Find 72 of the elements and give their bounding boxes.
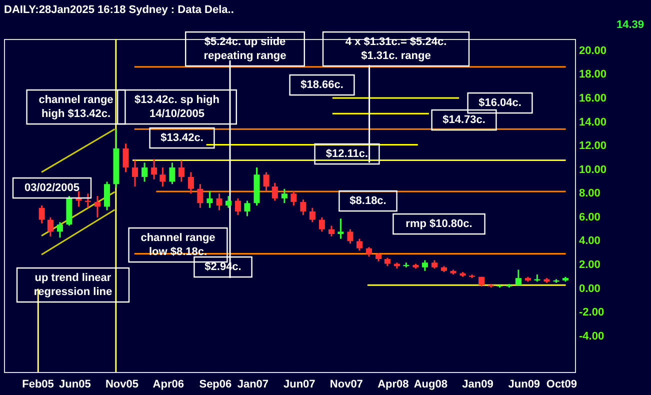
candlestick <box>234 198 241 216</box>
annotation: channel range high $13.42c. <box>38 94 114 120</box>
candlestick <box>132 160 138 188</box>
candlestick <box>94 195 100 218</box>
candlestick <box>318 216 325 232</box>
candlestick <box>206 190 213 209</box>
candlestick <box>84 192 91 209</box>
annotation: rmp $10.80c. <box>406 218 472 230</box>
y-tick-label: 8.00 <box>579 188 600 200</box>
y-tick-label: 18.00 <box>579 68 607 81</box>
x-tick-label: Jun09 <box>508 378 540 390</box>
candlestick <box>47 216 54 238</box>
candlestick <box>56 221 63 238</box>
candlestick <box>151 158 158 180</box>
y-tick-label: -2.00 <box>579 306 604 319</box>
candlestick <box>142 162 148 182</box>
candlestick <box>366 246 372 258</box>
y-tick-label: 0.00 <box>579 282 600 295</box>
candlestick <box>216 192 222 212</box>
candlestick <box>160 166 166 188</box>
candlestick <box>244 200 250 217</box>
y-tick-label: 20.00 <box>579 44 607 57</box>
candlestick <box>197 183 204 209</box>
candlestick <box>169 162 176 185</box>
annotation: $12.11c. <box>326 148 368 160</box>
x-tick-label: Jun05 <box>59 378 91 390</box>
x-tick-label: Sep06 <box>199 378 232 390</box>
chart-title: DAILY:28Jan2025 16:18 Sydney : Data Dela.. <box>4 4 234 16</box>
candlestick <box>356 238 362 252</box>
x-tick-label: Jun07 <box>283 378 316 390</box>
annotation: 03/02/2005 <box>24 182 80 194</box>
y-tick-label: 4.00 <box>579 235 600 248</box>
x-tick-label: Nov05 <box>105 378 138 390</box>
y-tick-label: 10.00 <box>579 164 607 176</box>
x-tick-label: Nov07 <box>330 378 363 390</box>
candlestick <box>309 207 316 223</box>
candlestick <box>272 182 278 202</box>
candlestick <box>338 218 344 240</box>
x-tick-label: Apr08 <box>378 378 409 390</box>
y-tick-label: 2.00 <box>579 258 600 271</box>
y-tick-label: 14.00 <box>579 116 607 128</box>
annotation: $14.73c. <box>442 114 486 126</box>
annotation: $16.04c. <box>478 97 522 109</box>
annotation: $18.66c. <box>300 79 344 91</box>
y-tick-label: -4.00 <box>579 330 604 342</box>
candlestick <box>38 204 45 224</box>
candlestick <box>263 171 270 192</box>
candlestick <box>225 195 232 209</box>
annotation: $13.42c. sp high 14/10/2005 <box>134 94 220 120</box>
candlestick <box>188 171 194 194</box>
candlestick <box>178 160 184 182</box>
candlestick <box>347 228 354 244</box>
y-tick-label: 6.00 <box>579 211 600 224</box>
candlestick <box>515 268 522 286</box>
candlestick <box>328 224 334 238</box>
candlestick <box>290 190 297 206</box>
x-tick-label: Jan09 <box>462 378 494 390</box>
candlestick <box>422 259 428 272</box>
candlestick <box>104 180 110 212</box>
x-tick-label: Jan07 <box>237 378 269 390</box>
annotation: $13.42c. <box>160 132 204 144</box>
x-tick-label: Feb05 <box>22 378 54 390</box>
x-tick-label: Apr06 <box>152 378 184 390</box>
annotation: $8.18c. <box>350 195 386 207</box>
y-tick-label: 12.00 <box>579 140 607 152</box>
y-tick-label: 16.00 <box>579 92 607 104</box>
candlestick <box>122 142 129 173</box>
candlestick <box>281 188 288 204</box>
x-tick-label: Aug08 <box>414 378 448 390</box>
text: 14.39 <box>616 19 644 31</box>
x-tick-label: Oct09 <box>546 378 577 390</box>
candlestick <box>300 198 306 216</box>
